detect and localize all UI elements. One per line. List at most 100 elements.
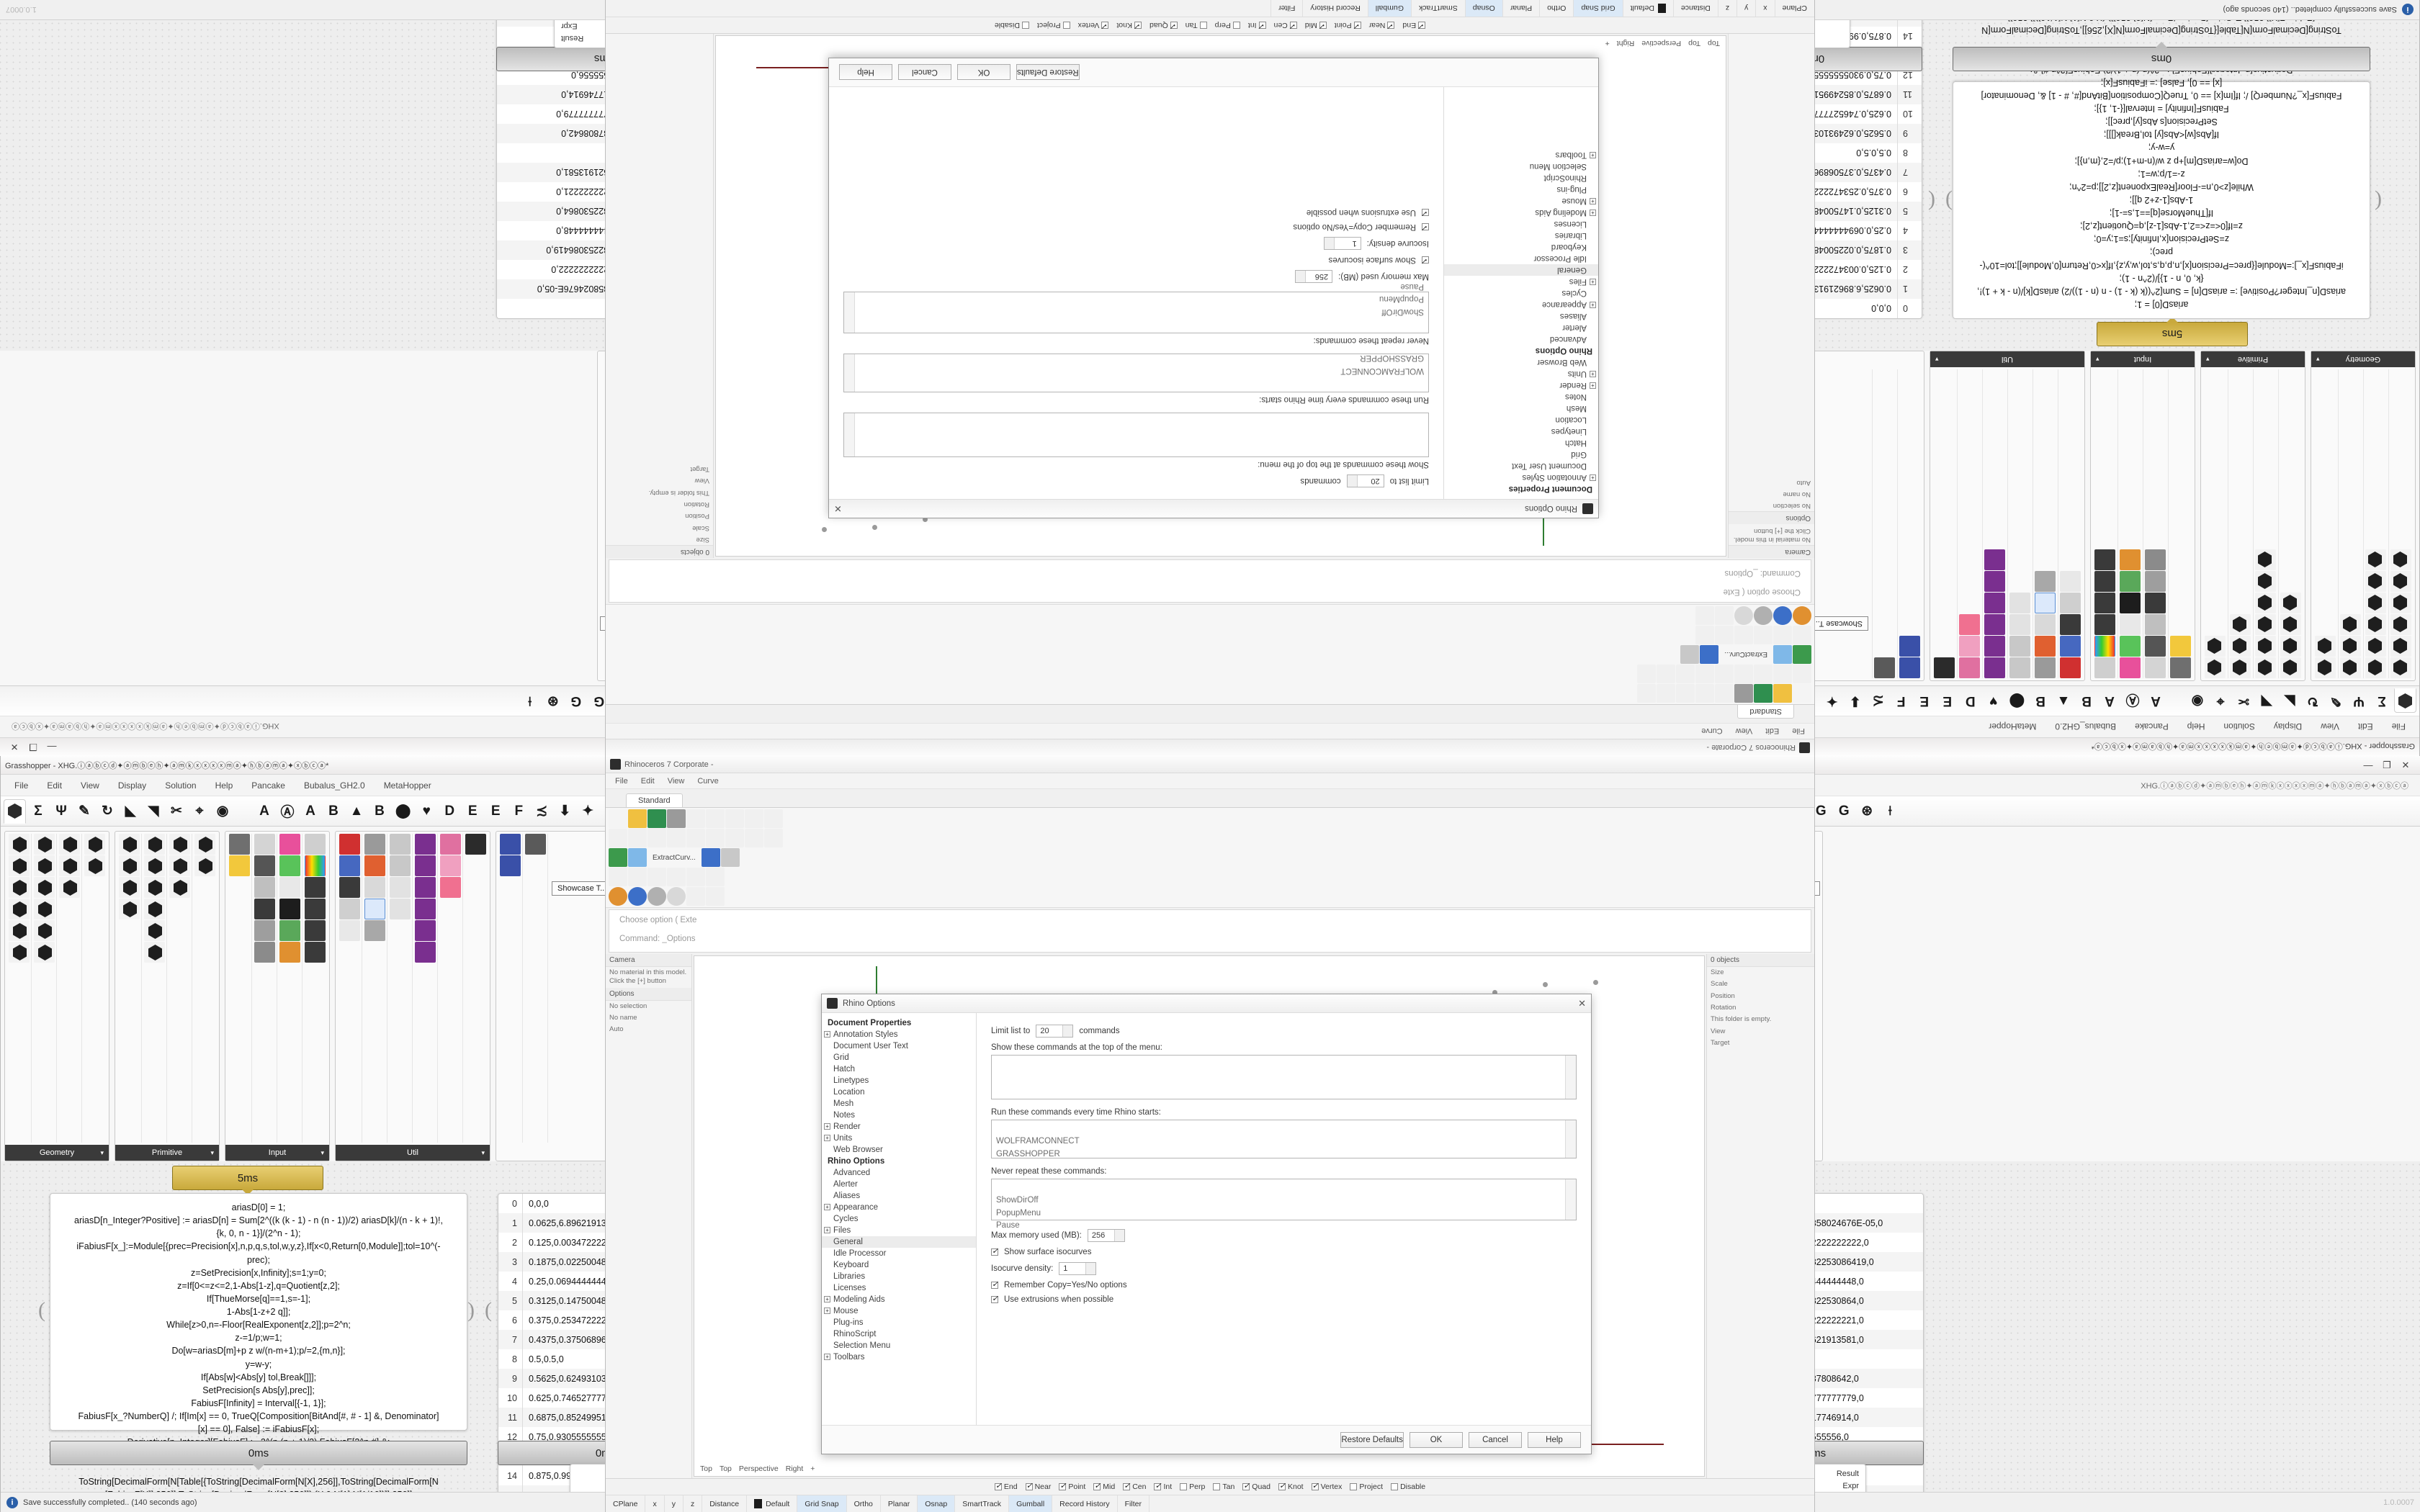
component-icon[interactable]	[2060, 593, 2081, 613]
component-icon[interactable]	[169, 855, 190, 876]
menu-solution[interactable]: Solution	[2223, 721, 2255, 732]
tab-mesh[interactable]: ◥	[148, 804, 159, 819]
cancel-button[interactable]: Cancel	[898, 64, 951, 81]
component-icon[interactable]	[229, 834, 250, 855]
tab-plugin-e1[interactable]: E	[467, 803, 478, 819]
tab-plugin-a3[interactable]: A	[2105, 693, 2115, 709]
component-icon[interactable]	[59, 855, 80, 876]
tree-item-grid[interactable]: Grid	[1571, 450, 1587, 459]
menu-metahopper[interactable]: MetaHopper	[1989, 721, 2037, 732]
menu-pancake[interactable]: Pancake	[2135, 721, 2169, 732]
startup-commands-list[interactable]: WOLFRAMCONNECT GRASSHOPPER	[843, 354, 1429, 392]
osnap-project[interactable]: Project	[1037, 21, 1070, 30]
cut-icon[interactable]	[706, 809, 725, 828]
component-icon[interactable]	[9, 877, 30, 898]
component-icon[interactable]	[1874, 657, 1895, 678]
polygon-icon[interactable]	[764, 829, 783, 847]
status-osnap[interactable]: Osnap	[1464, 0, 1502, 17]
osnap-knot[interactable]: Knot	[1116, 21, 1142, 30]
status-cplane[interactable]: CPlane	[606, 1495, 646, 1512]
component-icon[interactable]	[144, 899, 165, 919]
component-icon[interactable]	[2120, 549, 2141, 570]
component-icon[interactable]	[279, 877, 300, 898]
tree-item-annotation-styles[interactable]: + Annotation Styles	[1444, 472, 1598, 483]
wireframe-view-icon[interactable]	[1734, 606, 1753, 625]
select-arrow-icon[interactable]	[1793, 665, 1811, 683]
viewport-tab-top2[interactable]: Top	[1688, 39, 1701, 48]
component-icon[interactable]	[390, 899, 411, 919]
tree-item-modeling-aids[interactable]: + Modeling Aids	[822, 1294, 976, 1305]
component-icon[interactable]	[390, 855, 411, 876]
rhino-menu-file[interactable]: File	[615, 776, 628, 786]
tree-item-document-user-text[interactable]: Document User Text	[1512, 462, 1587, 470]
component-icon-selected[interactable]	[2035, 593, 2056, 613]
component-icon[interactable]	[144, 855, 165, 876]
tree-item-licenses[interactable]: Licenses	[833, 1284, 866, 1292]
ghosted-view-icon[interactable]	[1754, 606, 1773, 625]
rhino-menu-edit[interactable]: Edit	[1765, 726, 1780, 736]
component-icon[interactable]	[305, 834, 326, 855]
expand-icon[interactable]: +	[824, 1296, 830, 1302]
component-icon[interactable]	[2035, 571, 2056, 592]
component-icon[interactable]	[2365, 549, 2386, 570]
tree-item-general[interactable]: General	[1444, 264, 1598, 276]
component-icon[interactable]	[279, 834, 300, 855]
gumball-icon[interactable]	[706, 868, 725, 886]
tab-curve[interactable]: ↻	[102, 804, 113, 819]
isocurve-density-input[interactable]: 1	[1323, 237, 1361, 250]
tree-item-document-user-text[interactable]: Document User Text	[833, 1042, 908, 1050]
tab-plugin-e2[interactable]: E	[1919, 693, 1930, 709]
tab-transform[interactable]: ⌖	[195, 803, 204, 819]
checkbox-icon[interactable]	[1387, 22, 1395, 29]
tree-item-web-browser[interactable]: Web Browser	[1537, 358, 1587, 366]
doc-icon[interactable]	[1794, 705, 1810, 719]
tab-plugin-b3[interactable]: B	[375, 803, 385, 819]
component-icon[interactable]	[254, 877, 275, 898]
tree-item-appearance[interactable]: + Appearance	[822, 1202, 976, 1213]
component-icon[interactable]	[1984, 571, 2005, 592]
component-icon[interactable]	[500, 855, 521, 876]
component-icon[interactable]	[34, 855, 55, 876]
component-icon[interactable]	[1984, 614, 2005, 635]
tab-sets[interactable]: Ψ	[2353, 693, 2365, 709]
component-icon[interactable]	[84, 834, 105, 855]
component-icon[interactable]	[2170, 657, 2191, 678]
osnap-tan[interactable]: Tan	[1186, 21, 1207, 30]
tab-intersect[interactable]: ✂	[171, 804, 182, 819]
chevron-down-icon[interactable]: ▾	[2096, 356, 2099, 364]
options-tree[interactable]: Document Properties + Annotation Styles D…	[1443, 87, 1598, 499]
tab-plugin-b2[interactable]: ▲	[2056, 693, 2071, 709]
viewport-tab-perspective[interactable]: Perspective	[738, 1464, 779, 1473]
component-icon[interactable]	[2280, 636, 2301, 657]
component-icon[interactable]	[2365, 636, 2386, 657]
checkbox-icon[interactable]	[991, 1246, 998, 1256]
expand-icon[interactable]: +	[824, 1354, 830, 1360]
shaded-view-icon[interactable]	[609, 887, 627, 906]
component-icon[interactable]	[2009, 614, 2030, 635]
tab-plugin-g3[interactable]: ✦	[1826, 693, 1838, 708]
component-icon[interactable]	[415, 877, 436, 898]
menu-help[interactable]: Help	[2187, 721, 2205, 732]
tab-curve[interactable]: ↻	[2307, 693, 2318, 708]
tab-transform[interactable]: ⌖	[2216, 693, 2225, 709]
checkbox-icon[interactable]	[1170, 22, 1178, 29]
osnap-end[interactable]: End	[1402, 21, 1426, 30]
status-planar[interactable]: Planar	[1502, 0, 1540, 17]
expand-icon[interactable]: +	[824, 1135, 830, 1141]
expand-icon[interactable]: +	[1590, 198, 1596, 204]
component-icon[interactable]	[500, 834, 521, 855]
tree-item-licenses[interactable]: Licenses	[1554, 220, 1587, 228]
tree-item-cycles[interactable]: Cycles	[833, 1215, 859, 1223]
tab-surface[interactable]: ◣	[125, 804, 136, 819]
checkbox-icon[interactable]	[1021, 22, 1029, 29]
component-icon[interactable]	[364, 920, 385, 941]
component-icon[interactable]	[339, 855, 360, 876]
menu-bubalus[interactable]: Bubalus_GH2.0	[303, 780, 365, 791]
spinner-icon[interactable]	[1324, 238, 1335, 249]
checkbox-icon[interactable]	[1258, 22, 1266, 29]
osnap-mid[interactable]: Mid	[1093, 1481, 1115, 1491]
component-icon[interactable]	[254, 942, 275, 963]
component-icon[interactable]	[2230, 614, 2251, 635]
checkbox-icon[interactable]	[1422, 209, 1429, 216]
max-memory-input[interactable]: 256	[1087, 1229, 1125, 1242]
